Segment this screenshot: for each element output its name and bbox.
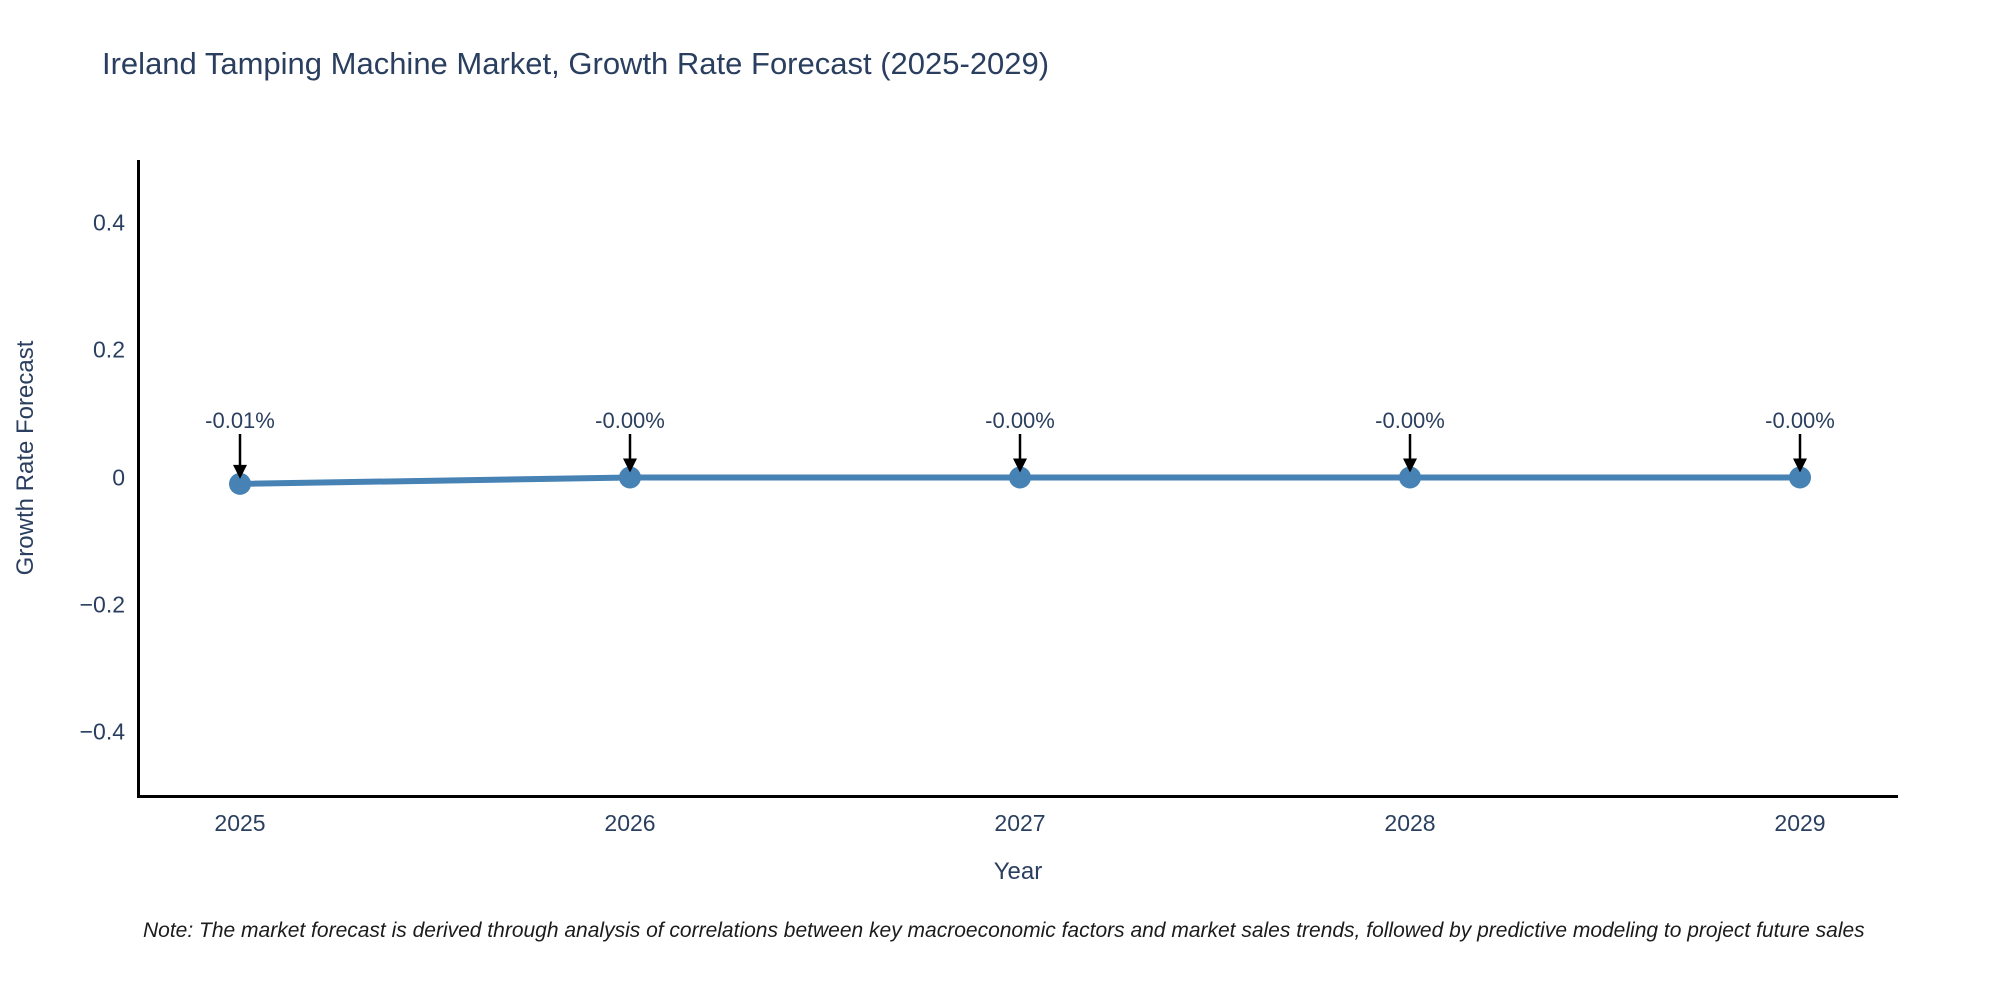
footnote: Note: The market forecast is derived thr… [143, 919, 1865, 942]
x-tick-label: 2028 [1384, 810, 1436, 836]
point-annotation-label: -0.00% [1765, 408, 1835, 433]
y-tick-label: 0 [112, 464, 125, 490]
x-tick-label: 2029 [1774, 810, 1826, 836]
y-tick-label: −0.2 [79, 591, 125, 618]
annotation-arrow-head [1793, 458, 1807, 473]
annotation-arrow-head [1403, 458, 1417, 473]
point-annotation-label: -0.00% [985, 408, 1055, 433]
data-point-marker [1009, 466, 1031, 489]
data-point-marker [229, 472, 251, 495]
point-annotation-label: -0.00% [595, 408, 665, 433]
y-axis-line [137, 160, 140, 798]
point-annotation-label: -0.01% [205, 408, 275, 433]
chart-title: Ireland Tamping Machine Market, Growth R… [102, 46, 1050, 81]
y-tick-label: −0.4 [79, 718, 125, 745]
annotation-arrow-head [233, 464, 247, 479]
y-tick-label: 0.2 [93, 336, 125, 363]
x-tick-label: 2027 [994, 810, 1046, 836]
data-point-marker [1399, 466, 1421, 489]
data-point-marker [619, 466, 641, 489]
x-tick-label: 2026 [604, 810, 656, 836]
data-point-marker [1789, 466, 1811, 489]
point-annotation-label: -0.00% [1375, 408, 1445, 433]
x-tick-label: 2025 [214, 810, 266, 836]
annotation-arrow-head [623, 458, 637, 473]
annotation-arrow-head [1013, 458, 1027, 473]
y-tick-label: 0.4 [93, 209, 125, 236]
x-axis-title: Year [993, 858, 1043, 885]
x-axis-line [137, 795, 1898, 798]
